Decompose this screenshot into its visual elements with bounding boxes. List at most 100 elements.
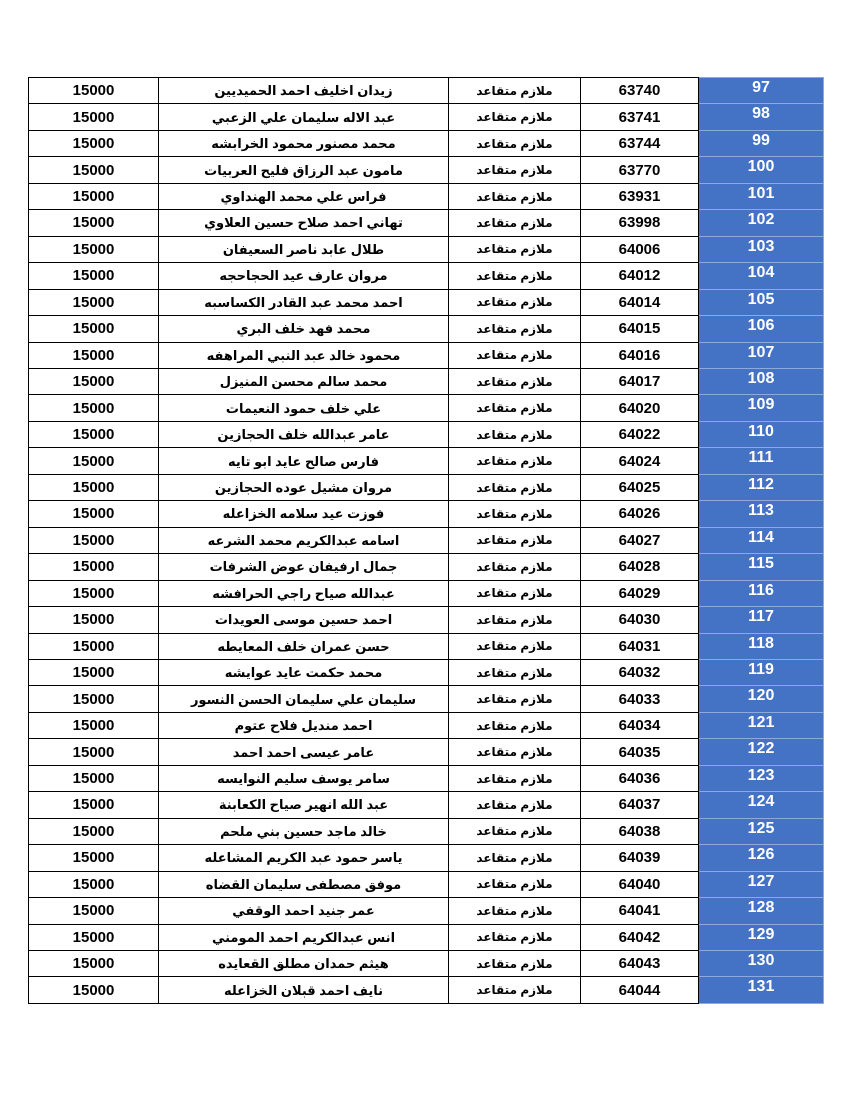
amount-cell: 15000 <box>28 579 159 608</box>
number-cell: 64014 <box>580 288 699 317</box>
index-cell: 123 <box>698 764 824 793</box>
rank-cell: ملازم متقاعد <box>448 526 581 555</box>
number-cell: 64034 <box>580 711 699 740</box>
name-cell: محمد حكمت عايد عوايشه <box>158 658 449 687</box>
index-cell: 112 <box>698 473 824 502</box>
amount-cell: 15000 <box>28 315 159 343</box>
index-cell: 130 <box>698 949 824 978</box>
name-cell: زيدان اخليف احمد الحميديين <box>158 76 449 105</box>
amount-cell: 15000 <box>28 76 159 105</box>
number-cell: 64037 <box>580 791 699 819</box>
index-cell: 117 <box>698 606 824 634</box>
name-cell: حسن عمران خلف المعايطه <box>158 632 449 660</box>
retirees-table: 15000 زيدان اخليف احمد الحميديين ملازم متق… <box>28 76 824 1004</box>
index-cell: 111 <box>698 447 824 475</box>
index-cell: 128 <box>698 897 824 925</box>
name-cell: محمد فهد خلف البري <box>158 315 449 343</box>
name-cell: طلال عابد ناصر السعيفان <box>158 235 449 264</box>
amount-cell: 15000 <box>28 103 159 131</box>
index-cell: 103 <box>698 235 824 264</box>
index-cell: 115 <box>698 553 824 581</box>
name-cell: سامر يوسف سليم النوايسه <box>158 764 449 793</box>
table-row: 15000 موفق مصطفى سليمان القضاه ملازم متقاع… <box>28 870 824 899</box>
table-body: 15000 زيدان اخليف احمد الحميديين ملازم متق… <box>28 76 824 1004</box>
index-cell: 105 <box>698 288 824 317</box>
table-row: 15000 سامر يوسف سليم النوايسه ملازم متقاعد… <box>28 764 824 793</box>
rank-cell: ملازم متقاعد <box>448 923 581 951</box>
number-cell: 64012 <box>580 262 699 290</box>
name-cell: ياسر حمود عبد الكريم المشاعله <box>158 844 449 872</box>
index-cell: 119 <box>698 658 824 687</box>
rank-cell: ملازم متقاعد <box>448 738 581 766</box>
amount-cell: 15000 <box>28 897 159 925</box>
amount-cell: 15000 <box>28 262 159 290</box>
number-cell: 64038 <box>580 817 699 846</box>
name-cell: عامر عيسى احمد احمد <box>158 738 449 766</box>
index-cell: 113 <box>698 500 824 528</box>
number-cell: 64040 <box>580 870 699 899</box>
name-cell: احمد منديل فلاح عتوم <box>158 711 449 740</box>
number-cell: 64041 <box>580 897 699 925</box>
amount-cell: 15000 <box>28 685 159 713</box>
table-row: 15000 زيدان اخليف احمد الحميديين ملازم متق… <box>28 76 824 105</box>
number-cell: 64017 <box>580 367 699 396</box>
table-row: 15000 عامر عبدالله خلف الحجازين ملازم متقا… <box>28 420 824 449</box>
number-cell: 64030 <box>580 606 699 634</box>
rank-cell: ملازم متقاعد <box>448 420 581 449</box>
amount-cell: 15000 <box>28 500 159 528</box>
name-cell: خالد ماجد حسين بني ملحم <box>158 817 449 846</box>
amount-cell: 15000 <box>28 658 159 687</box>
table-row: 15000 احمد حسين موسى العويدات ملازم متقاعد… <box>28 606 824 634</box>
rank-cell: ملازم متقاعد <box>448 606 581 634</box>
number-cell: 63931 <box>580 182 699 211</box>
table-row: 15000 حسن عمران خلف المعايطه ملازم متقاعد 6… <box>28 632 824 660</box>
amount-cell: 15000 <box>28 235 159 264</box>
index-cell: 106 <box>698 315 824 343</box>
rank-cell: ملازم متقاعد <box>448 76 581 105</box>
table-row: 15000 عبد الاله سليمان علي الزعبي ملازم مت… <box>28 103 824 131</box>
table-row: 15000 احمد محمد عبد القادر الكساسبه ملازم … <box>28 288 824 317</box>
table-row: 15000 اسامه عبدالكريم محمد الشرعه ملازم مت… <box>28 526 824 555</box>
amount-cell: 15000 <box>28 526 159 555</box>
name-cell: محمد مصنور محمود الخرابشه <box>158 129 449 158</box>
index-cell: 109 <box>698 394 824 422</box>
rank-cell: ملازم متقاعد <box>448 976 581 1004</box>
rank-cell: ملازم متقاعد <box>448 844 581 872</box>
table-row: 15000 نايف احمد قبلان الخزاعله ملازم متقاع… <box>28 976 824 1004</box>
number-cell: 64036 <box>580 764 699 793</box>
number-cell: 64028 <box>580 553 699 581</box>
index-cell: 104 <box>698 262 824 290</box>
number-cell: 64020 <box>580 394 699 422</box>
amount-cell: 15000 <box>28 870 159 899</box>
rank-cell: ملازم متقاعد <box>448 685 581 713</box>
name-cell: اسامه عبدالكريم محمد الشرعه <box>158 526 449 555</box>
name-cell: عبدالله صياح راجي الحرافشه <box>158 579 449 608</box>
number-cell: 64029 <box>580 579 699 608</box>
name-cell: سليمان علي سليمان الحسن النسور <box>158 685 449 713</box>
rank-cell: ملازم متقاعد <box>448 791 581 819</box>
table-row: 15000 مروان مشيل عوده الحجازين ملازم متقاع… <box>28 473 824 502</box>
amount-cell: 15000 <box>28 949 159 978</box>
amount-cell: 15000 <box>28 764 159 793</box>
number-cell: 64022 <box>580 420 699 449</box>
rank-cell: ملازم متقاعد <box>448 500 581 528</box>
name-cell: فراس علي محمد الهنداوي <box>158 182 449 211</box>
index-cell: 129 <box>698 923 824 951</box>
number-cell: 64027 <box>580 526 699 555</box>
rank-cell: ملازم متقاعد <box>448 711 581 740</box>
number-cell: 64015 <box>580 315 699 343</box>
index-cell: 107 <box>698 341 824 369</box>
rank-cell: ملازم متقاعد <box>448 897 581 925</box>
number-cell: 63770 <box>580 156 699 184</box>
rank-cell: ملازم متقاعد <box>448 817 581 846</box>
index-cell: 98 <box>698 103 824 131</box>
rank-cell: ملازم متقاعد <box>448 579 581 608</box>
table-row: 15000 هيثم حمدان مطلق القعايده ملازم متقاع… <box>28 949 824 978</box>
name-cell: عمر جنيد احمد الوقفي <box>158 897 449 925</box>
index-cell: 114 <box>698 526 824 555</box>
name-cell: مروان عارف عيد الحجاحجه <box>158 262 449 290</box>
number-cell: 64006 <box>580 235 699 264</box>
rank-cell: ملازم متقاعد <box>448 870 581 899</box>
table-row: 15000 ياسر حمود عبد الكريم المشاعله ملازم … <box>28 844 824 872</box>
name-cell: احمد محمد عبد القادر الكساسبه <box>158 288 449 317</box>
